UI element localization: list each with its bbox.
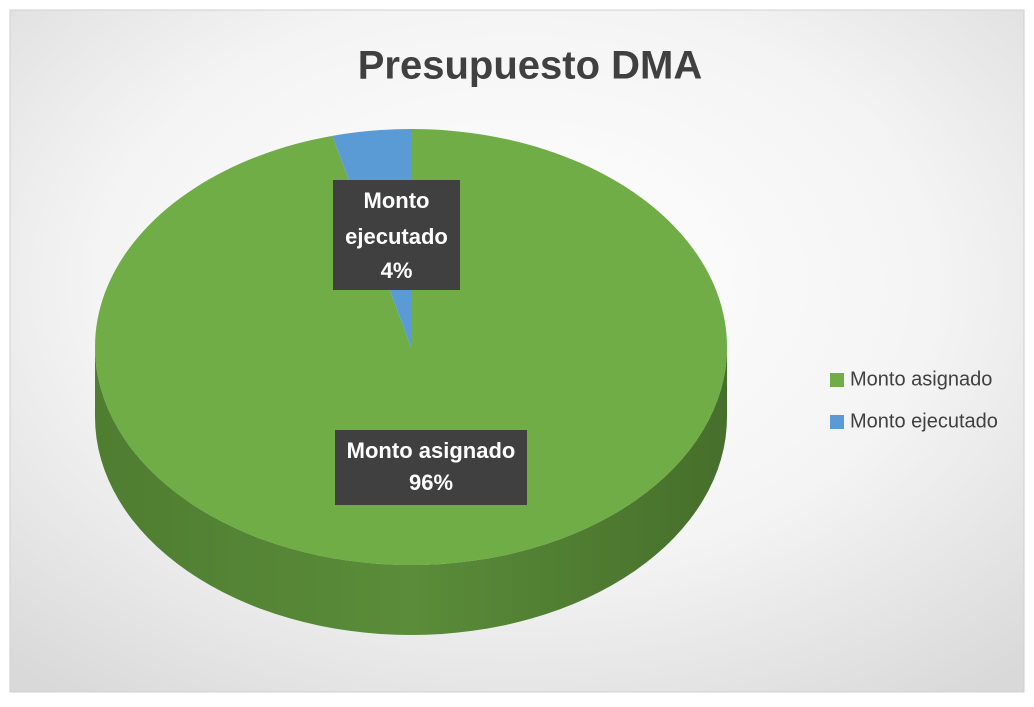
legend-swatch xyxy=(830,373,844,387)
legend-label: Monto asignado xyxy=(850,368,992,390)
data-label-box xyxy=(333,180,460,290)
data-label-category: Monto asignado xyxy=(347,438,516,463)
legend-label: Monto ejecutado xyxy=(850,410,998,432)
legend-swatch xyxy=(830,415,844,429)
data-label-box xyxy=(335,430,527,505)
slice-side xyxy=(95,347,727,635)
data-label-category: Monto ejecutado xyxy=(345,188,448,249)
data-label-word: Monto xyxy=(364,188,430,213)
slice xyxy=(94,129,728,565)
data-label-word: ejecutado xyxy=(345,224,448,249)
data-label-value: 4% xyxy=(381,258,413,283)
data-label-value: 96% xyxy=(409,470,453,495)
chart-title: Presupuesto DMA xyxy=(358,44,703,88)
